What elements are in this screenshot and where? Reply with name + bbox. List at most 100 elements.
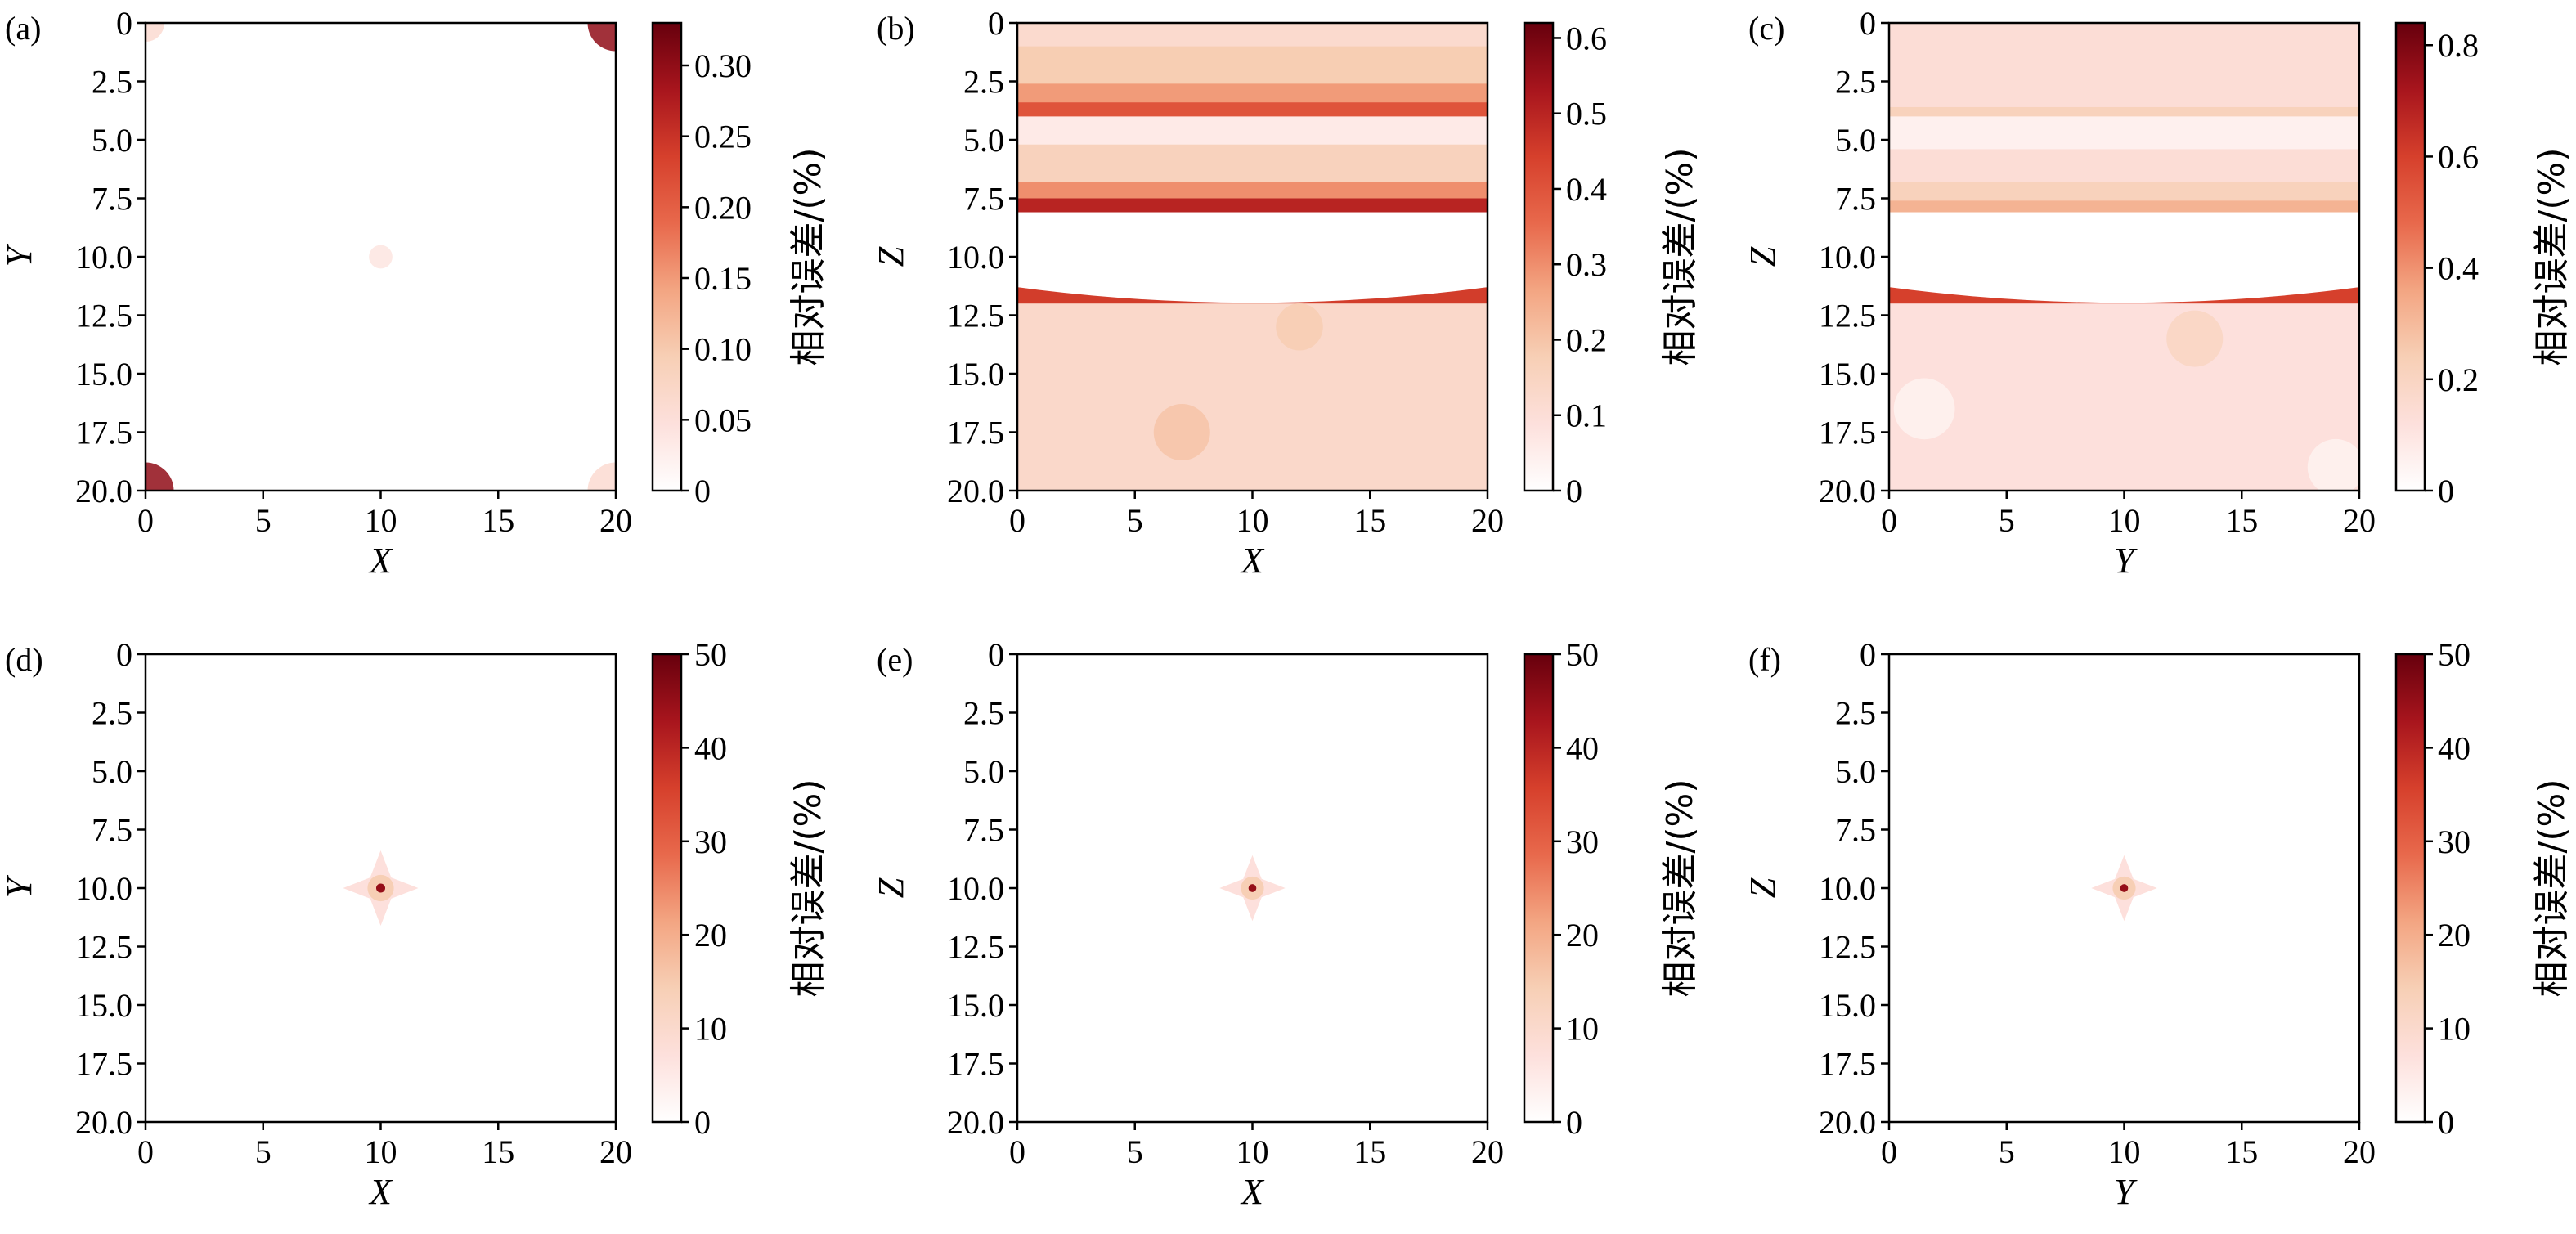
y-axis-label: Z: [871, 877, 911, 898]
y-tick-label: 0: [1860, 5, 1876, 42]
y-tick-label: 0: [988, 5, 1004, 42]
colorbar-tick-label: 0.30: [694, 47, 752, 84]
y-tick-label: 2.5: [92, 695, 132, 732]
heatmap-spot-2: [2166, 310, 2224, 367]
y-tick-label: 17.5: [75, 1046, 132, 1083]
x-tick-label: 5: [255, 502, 272, 539]
x-tick-label: 15: [1353, 502, 1386, 539]
y-tick-label: 2.5: [1835, 695, 1876, 732]
y-tick-label: 12.5: [1819, 929, 1876, 966]
y-tick-label: 10.0: [75, 239, 132, 276]
x-tick-label: 5: [1999, 1133, 2015, 1170]
heatmap-band-2: [1017, 83, 1488, 103]
colorbar-tick-label: 50: [1566, 636, 1599, 673]
colorbar-tick-label: 10: [1566, 1011, 1599, 1048]
y-tick-label: 12.5: [75, 298, 132, 334]
panel-b: 0 5 10 15 20 0 2.5 5.0 7.5 10.0 12.5 15.0 17.5 20.0 X Z…: [871, 5, 1701, 581]
x-tick-label: 15: [1353, 1133, 1386, 1170]
heatmap-band-0: [1889, 23, 2359, 108]
panel-label: (a): [5, 10, 41, 47]
heatmap-spot-0: [1153, 404, 1210, 460]
x-tick-label: 0: [1881, 502, 1897, 539]
heatmap-area: [1017, 23, 1488, 491]
colorbar-tick-label: 20: [1566, 917, 1599, 954]
colorbar-tick-label: 20: [2438, 917, 2471, 954]
colorbar-tick-label: 0: [1566, 473, 1582, 509]
panel-label: (d): [5, 641, 43, 678]
x-tick-label: 20: [599, 502, 632, 539]
panel-e: 0 5 10 15 20 0 2.5 5.0 7.5 10.0 12.5 15.0 17.5 20.0 X Z…: [871, 636, 1701, 1212]
colorbar-tick-label: 0.1: [1566, 397, 1607, 434]
colorbar-tick-label: 50: [2438, 636, 2471, 673]
y-tick-label: 20.0: [1819, 1104, 1876, 1141]
y-tick-label: 5.0: [963, 753, 1004, 790]
colorbar-label: 相对误差/(%): [788, 779, 829, 998]
y-tick-label: 5.0: [1835, 753, 1876, 790]
colorbar: [651, 653, 683, 1124]
x-tick-label: 0: [137, 502, 154, 539]
x-tick-label: 15: [482, 502, 514, 539]
heatmap-area: [1017, 654, 1488, 1122]
panel-label: (b): [877, 10, 915, 47]
x-axis-label: X: [1240, 541, 1265, 581]
x-tick-label: 10: [2108, 502, 2141, 539]
colorbar-label: 相对误差/(%): [1659, 779, 1701, 998]
y-tick-label: 2.5: [963, 695, 1004, 732]
y-tick-label: 15.0: [75, 356, 132, 393]
y-tick-label: 12.5: [75, 929, 132, 966]
y-tick-label: 10.0: [947, 870, 1004, 907]
y-tick-label: 0: [988, 636, 1004, 673]
heatmap-spot-1: [1276, 303, 1323, 351]
colorbar-tick-label: 30: [1566, 823, 1599, 860]
colorbar-tick-label: 30: [2438, 823, 2471, 860]
y-tick-label: 17.5: [1819, 1046, 1876, 1083]
panel-label: (e): [877, 641, 913, 678]
colorbar-tick-label: 0.4: [2438, 250, 2479, 287]
heatmap-band-6: [1017, 182, 1488, 199]
x-tick-label: 0: [1009, 502, 1025, 539]
x-axis-label: X: [368, 541, 393, 581]
y-tick-label: 10.0: [1819, 239, 1876, 276]
heatmap-band-1: [1889, 106, 2359, 117]
y-tick-label: 20.0: [947, 1104, 1004, 1141]
heatmap-area: [1889, 654, 2359, 1122]
colorbar-tick-label: 10: [694, 1011, 727, 1048]
colorbar-tick-label: 0.3: [1566, 246, 1607, 283]
y-tick-label: 5.0: [1835, 122, 1876, 159]
colorbar: [1523, 653, 1555, 1124]
y-tick-label: 20.0: [1819, 473, 1876, 509]
heatmap-band-4: [1889, 182, 2359, 201]
heatmap-spot-4: [369, 245, 393, 269]
colorbar-tick-label: 50: [694, 636, 727, 673]
x-axis-label: X: [1240, 1172, 1265, 1212]
x-tick-label: 10: [365, 502, 397, 539]
colorbar: [1523, 21, 1555, 492]
y-tick-label: 15.0: [1819, 987, 1876, 1024]
colorbar-tick-label: 0: [2438, 1104, 2454, 1141]
x-tick-label: 10: [1236, 1133, 1269, 1170]
y-tick-label: 7.5: [92, 812, 132, 849]
colorbar-tick-label: 40: [1566, 729, 1599, 766]
x-axis-label: Y: [2114, 1172, 2138, 1212]
y-axis-label: Z: [1743, 877, 1783, 898]
x-tick-label: 20: [2343, 502, 2376, 539]
colorbar-tick-label: 0.8: [2438, 27, 2479, 64]
heatmap-band-5: [1017, 144, 1488, 182]
colorbar-tick-label: 0: [694, 1104, 711, 1141]
heatmap-void-lens: [1017, 212, 1488, 303]
heatmap-band-5: [1889, 200, 2359, 213]
x-axis-label: X: [368, 1172, 393, 1212]
heatmap-spike-peak: [375, 883, 386, 893]
y-tick-label: 5.0: [963, 122, 1004, 159]
heatmap-corner-3: [587, 462, 616, 491]
heatmap-band-7: [1017, 198, 1488, 213]
y-axis-label: Z: [1743, 246, 1783, 267]
x-tick-label: 5: [1127, 1133, 1143, 1170]
y-tick-label: 20.0: [75, 473, 132, 509]
x-tick-label: 5: [255, 1133, 272, 1170]
colorbar-tick-label: 20: [694, 917, 727, 954]
x-tick-label: 15: [2225, 502, 2258, 539]
colorbar-tick-label: 0.25: [694, 119, 752, 155]
heatmap-area: [146, 23, 616, 491]
y-tick-label: 20.0: [947, 473, 1004, 509]
